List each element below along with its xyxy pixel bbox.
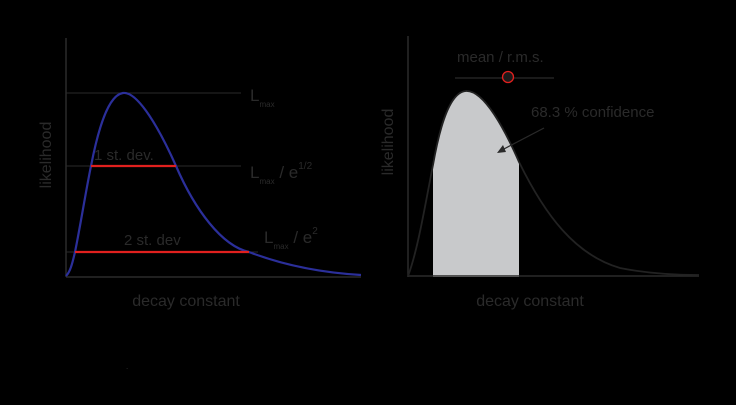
lmax-label: Lmax — [250, 86, 275, 109]
left-likelihood-curve — [65, 91, 362, 277]
left-panel: 1 st. dev. 2 st. dev Lmax Lmax / e1/2 Lm… — [38, 38, 362, 310]
lmax-over-sqrt-e-label: Lmax / e1/2 — [250, 161, 313, 186]
confidence-region — [433, 90, 519, 277]
one-sigma-label: 1 st. dev. — [94, 147, 154, 164]
confidence-annotation: 68.3 % confidence — [531, 104, 654, 121]
annotation-arrow-head — [497, 145, 506, 153]
two-sigma-label: 2 st. dev — [124, 232, 181, 249]
right-likelihood-curve — [407, 90, 700, 277]
lmax-over-e2-label: Lmax / e2 — [264, 226, 318, 251]
mean-marker — [501, 70, 515, 84]
right-panel: mean / r.m.s. 68.3 % confidence likeliho… — [380, 36, 700, 310]
mean-rms-label: mean / r.m.s. — [457, 49, 544, 66]
annotation-arrow-shaft — [501, 127, 545, 151]
left-y-axis-label: likelihood — [38, 122, 55, 189]
left-x-axis-label: decay constant — [132, 293, 240, 310]
right-x-axis-label: decay constant — [476, 293, 584, 310]
footer-mark: . — [126, 362, 128, 371]
right-y-axis-label: likelihood — [380, 109, 397, 176]
